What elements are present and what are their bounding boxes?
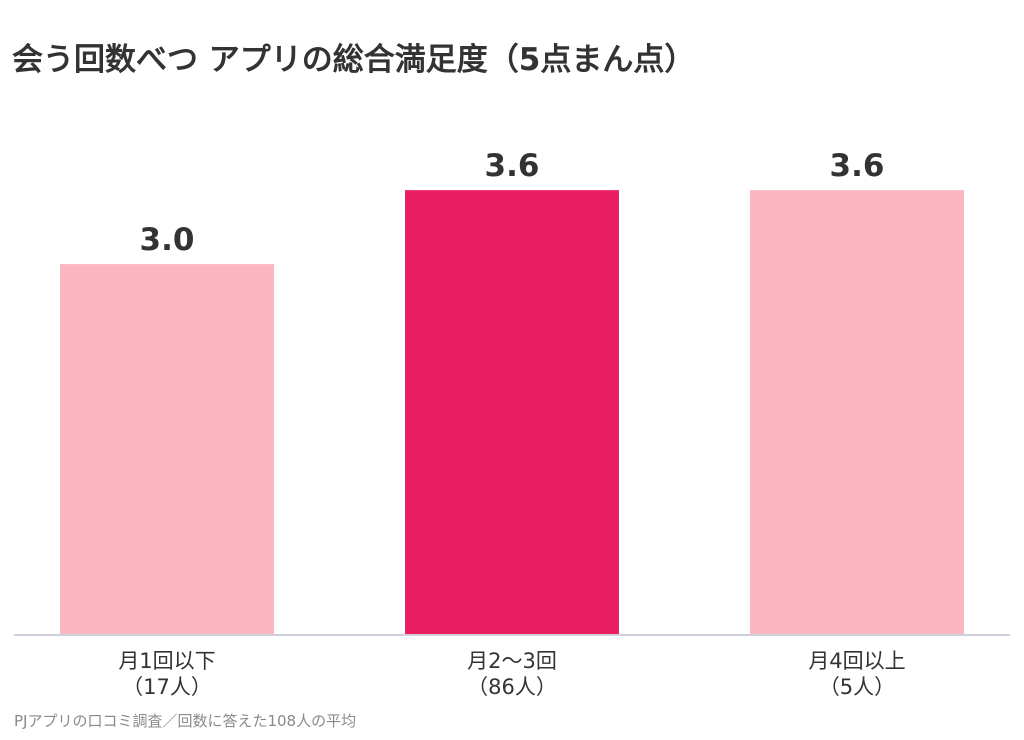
category-count-3: （5人）	[819, 675, 895, 699]
category-label-1: 月1回以下	[118, 649, 215, 673]
bar-2	[405, 190, 619, 634]
bar-1	[60, 264, 274, 634]
value-label-3: 3.6	[830, 148, 885, 184]
category-labels-group: 月1回以下（17人） 月2〜3回（86人） 月4回以上（5人）	[118, 649, 905, 699]
category-count-2: （86人）	[467, 675, 557, 699]
value-label-1: 3.0	[140, 222, 195, 258]
value-labels-group: 3.0 3.6 3.6	[140, 148, 885, 258]
category-count-1: （17人）	[122, 675, 212, 699]
source-note: PJアプリの口コミ調査／回数に答えた108人の平均	[14, 712, 357, 730]
bar-3	[750, 190, 964, 634]
chart-title: 会う回数べつ アプリの総合満足度（5点まん点）	[12, 42, 696, 78]
category-label-2: 月2〜3回	[467, 649, 557, 673]
bars-group	[60, 190, 964, 634]
value-label-2: 3.6	[485, 148, 540, 184]
category-label-3: 月4回以上	[808, 649, 905, 673]
